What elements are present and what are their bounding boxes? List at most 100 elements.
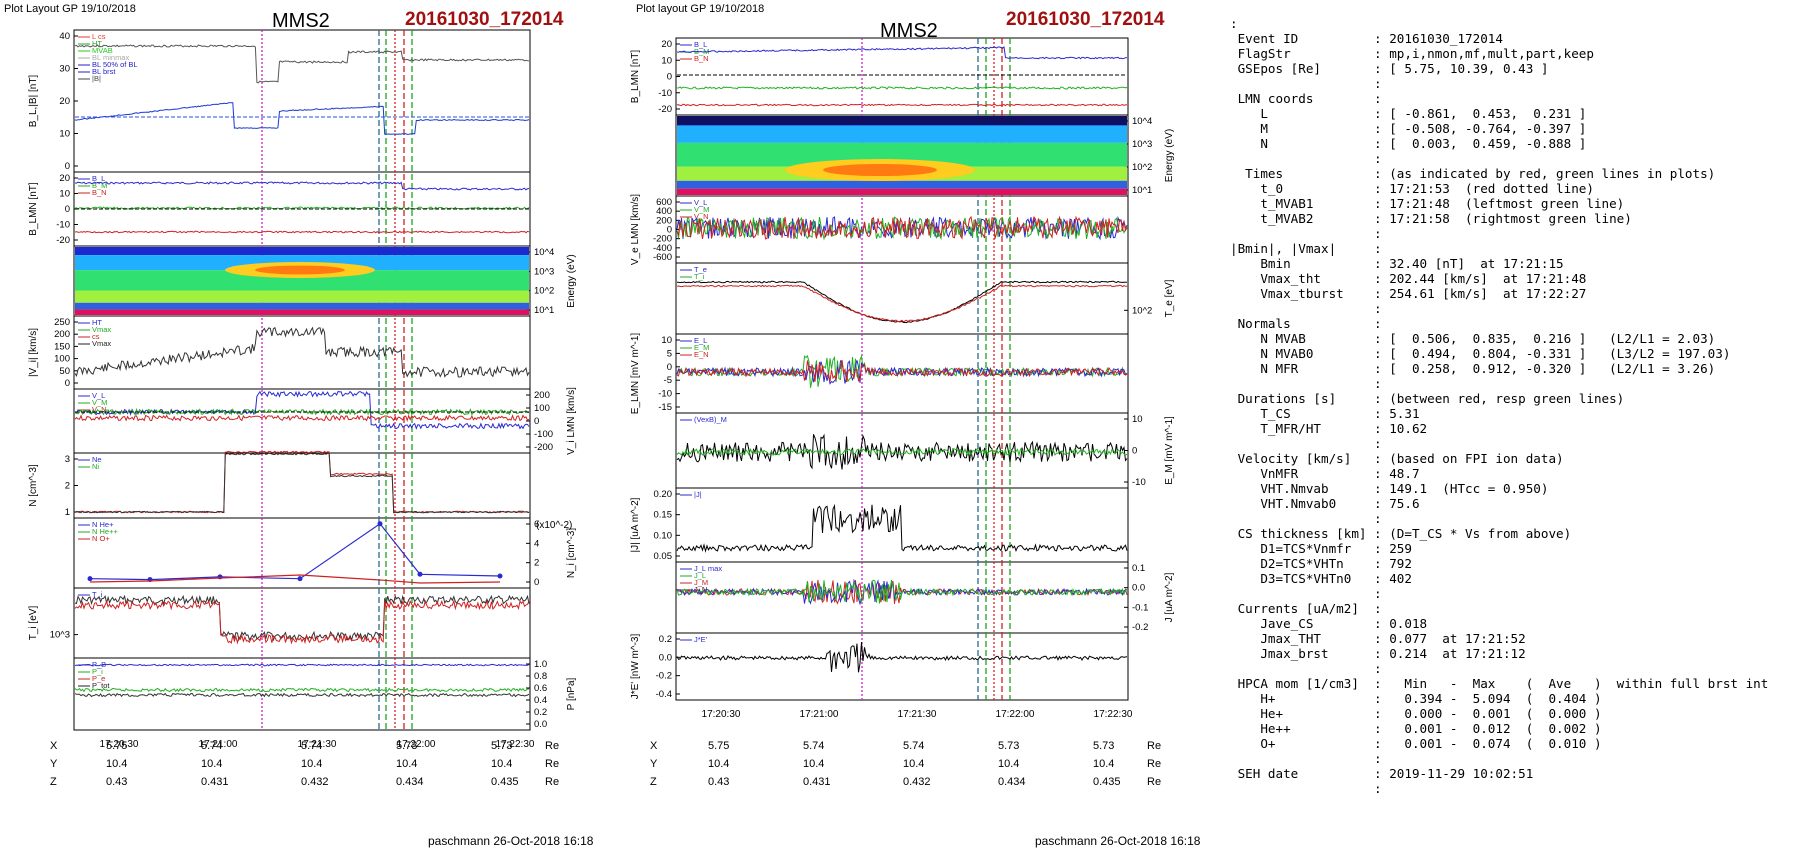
middle-panel-frame [675, 632, 1129, 701]
left-event-id: 20161030_172014 [405, 9, 564, 30]
left-legend-label: B_N [92, 188, 107, 197]
left-tick-label: 6 [534, 519, 539, 530]
left-ylabel: V_i LMN [km/s] [566, 387, 577, 455]
middle-x-tick-label: 17:21:30 [898, 709, 937, 720]
info-line: Vmax_tburst : 254.61 [km/s] at 17:22:27 [1230, 286, 1587, 301]
left-coord-value: 10.4 [396, 758, 418, 770]
left-tick-label: 10 [59, 189, 70, 200]
info-line: t_0 : 17:21:53 (red dotted line) [1230, 181, 1594, 196]
left-legend-label: Vmax [92, 325, 111, 334]
info-line: D2=TCS*VHTn : 792 [1230, 556, 1412, 571]
left-VL-trace [74, 390, 530, 430]
middle-ylabel: V_e LMN [km/s] [630, 194, 641, 265]
left-legend-label: Ne [92, 455, 102, 464]
left-legend-label: V_L [92, 391, 105, 400]
left-x-tick-label: 17:21:30 [298, 739, 337, 750]
middle-tick-label: 10 [661, 55, 672, 66]
left-x-tick-label: 17:21:00 [199, 739, 238, 750]
left-coord-value: 0.43 [106, 776, 128, 788]
middle-coord-value: 0.431 [803, 776, 831, 788]
middle-tick-label: -0.4 [656, 689, 672, 700]
middle-coord-label: Y [650, 758, 658, 770]
left-legend-label: L cs [92, 32, 106, 41]
left-legend-label: V_M [92, 398, 107, 407]
middle-tick-label: -10 [658, 88, 672, 99]
left-panel-4: V_i LMN [km/s] 200 100 0 -100 -200 V_LV_MV_N [73, 387, 577, 455]
mid-VeN-trace [676, 215, 1128, 240]
left-legend-label: BL minmax [92, 53, 129, 62]
left-tick-label: 100 [54, 354, 70, 365]
left-legend-label: |B| [92, 74, 101, 83]
left-legend-label: HT [92, 318, 102, 327]
middle-tick-label: 400 [656, 206, 672, 217]
middle-tick-label: -0.2 [1132, 622, 1148, 633]
left-tick-label: 100 [534, 403, 550, 414]
middle-legend-label: V_N [694, 212, 709, 221]
info-line: Bmin : 32.40 [nT] at 17:21:15 [1230, 256, 1564, 271]
middle-tick-label: 10^4 [1132, 116, 1152, 127]
left-ion-spectrogram-band [75, 247, 529, 256]
left-tick-label: 40 [59, 31, 70, 42]
middle-plot-header: Plot layout GP 19/10/2018 [636, 3, 765, 15]
middle-panel-frame [675, 262, 1129, 335]
info-line: Velocity [km/s] : (based on FPI ion data… [1230, 451, 1564, 466]
left-coord-unit: Re [545, 758, 560, 770]
info-line: Vmax_tht : 202.44 [km/s] at 17:21:48 [1230, 271, 1587, 286]
middle-event-id: 20161030_172014 [1006, 9, 1165, 30]
middle-ylabel: J*E' [nW m^-3] [630, 634, 641, 700]
middle-legend-label: J_M [694, 578, 708, 587]
left-Pi-trace [74, 687, 529, 693]
left-Bmag-trace [74, 44, 530, 84]
info-line: He+ : 0.000 - 0.001 ( 0.000 ) [1230, 706, 1602, 721]
mid-J-trace [676, 503, 1128, 553]
mid-BN-trace [676, 103, 1128, 107]
middle-tick-label: 10 [661, 335, 672, 346]
middle-ylabel: J [uA m^-2] [1164, 572, 1175, 622]
left-BL-trace [74, 181, 530, 191]
left-legend-label: MVAB [92, 46, 113, 55]
left-ylabel: B_L,|B| [nT] [28, 75, 39, 128]
middle-tick-label: -20 [658, 104, 672, 115]
middle-coord-value: 10.4 [803, 758, 825, 770]
left-tick-label: 0.8 [534, 671, 547, 682]
middle-tick-label: 0 [1132, 446, 1137, 457]
left-legend-label: Ni [92, 462, 99, 471]
middle-panel-frame [675, 561, 1129, 634]
left-coord-value: 0.435 [491, 776, 519, 788]
info-line: : [1230, 76, 1382, 91]
middle-electron-spectrogram-band [677, 188, 1127, 195]
left-BM-trace [74, 206, 530, 210]
left-tick-label: 200 [534, 390, 550, 401]
middle-footer: paschmann 26-Oct-2018 16:18 [1035, 834, 1201, 848]
left-coord-value: 5.73 [491, 740, 513, 752]
middle-coord-value: 5.74 [803, 740, 825, 752]
left-coord-label: Y [50, 758, 58, 770]
left-tick-label: -200 [534, 442, 553, 453]
left-tick-label: 1 [65, 507, 70, 518]
left-ylabel: T_i [eV] [28, 606, 39, 641]
event-info-text: : Event ID : 20161030_172014 FlagStr : m… [1230, 16, 1768, 796]
middle-coord-value: 5.73 [1093, 740, 1115, 752]
left-legend-label: N He++ [92, 527, 118, 536]
mid-EL-trace [676, 354, 1128, 388]
middle-tick-label: 0.1 [1132, 563, 1145, 574]
left-BL-brst-trace [74, 102, 530, 135]
left-Te-trace [74, 599, 530, 645]
mid-EM-smooth-trace [676, 447, 1128, 457]
info-line: : [1230, 661, 1382, 676]
info-line: N MFR : [ 0.258, 0.912, -0.320 ] (L2/L1 … [1230, 361, 1716, 376]
left-ylabel: B_LMN [nT] [28, 182, 39, 236]
left-ylabel: N_i [cm^-3] [566, 528, 577, 578]
mid-JN-trace [676, 579, 1128, 604]
info-line: : [1230, 301, 1382, 316]
middle-panel-3: T_e [eV] 10^2 T_eT_i [675, 262, 1175, 335]
middle-coord-unit: Re [1147, 758, 1162, 770]
left-coord-label: Z [50, 776, 57, 788]
left-tick-label: -10 [56, 220, 70, 231]
mid-BL-trace [676, 46, 1128, 60]
left-tick-label: 250 [54, 317, 70, 328]
left-x-tick-label: 17:22:30 [496, 739, 535, 750]
middle-coord-value: 0.434 [998, 776, 1026, 788]
left-tick-label: -100 [534, 429, 553, 440]
